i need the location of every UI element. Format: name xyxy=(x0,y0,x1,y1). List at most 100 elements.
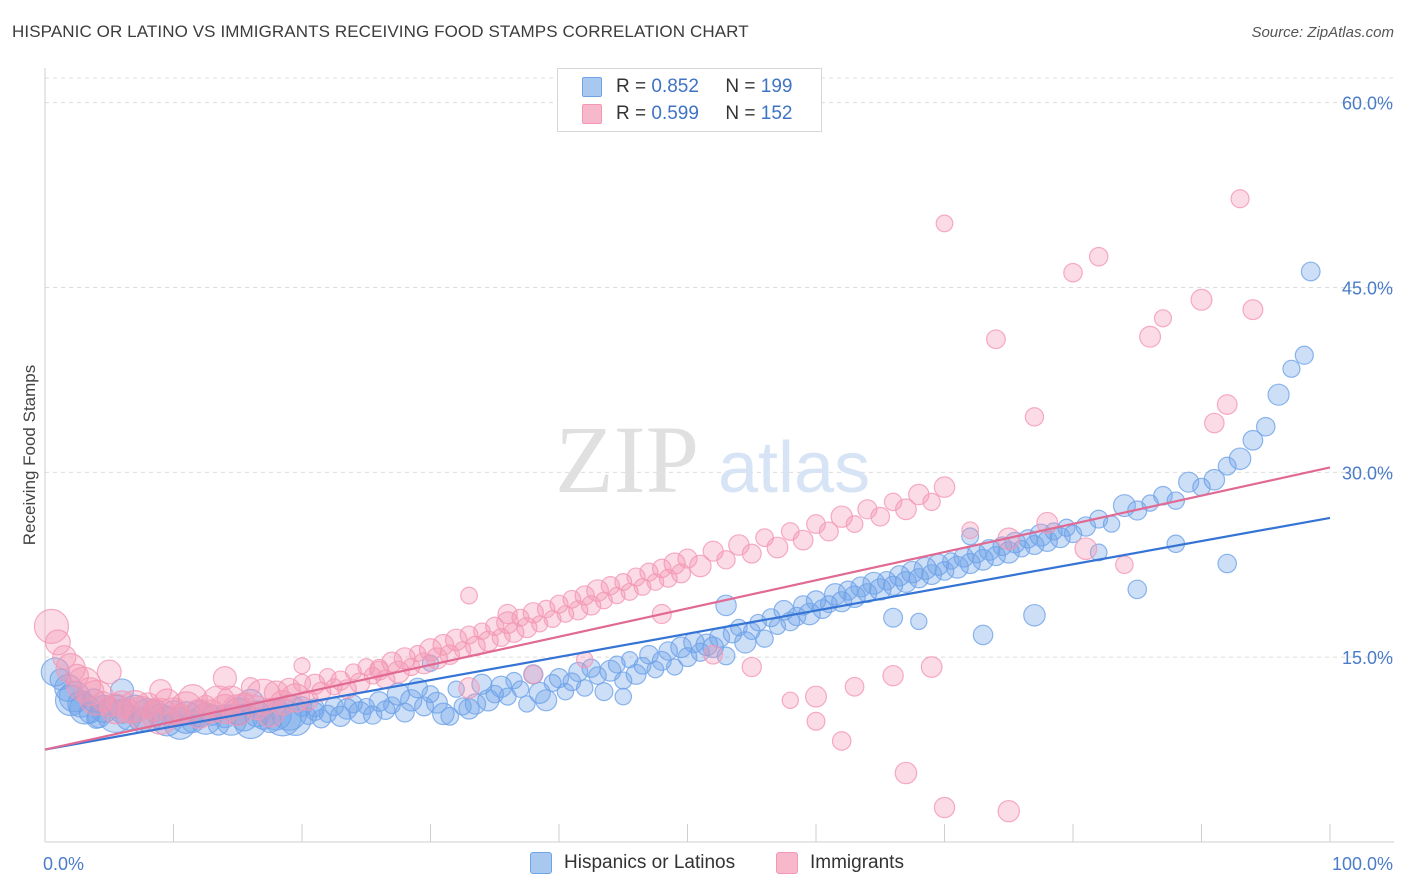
hispanic-point xyxy=(1242,429,1264,451)
immigrant-point xyxy=(318,667,337,686)
immigrant-point xyxy=(96,659,122,685)
hispanic-point xyxy=(985,546,1007,567)
bottom-legend-immigrants: Immigrants xyxy=(776,852,904,874)
immigrant-point xyxy=(522,602,545,624)
hispanic-point xyxy=(666,658,684,676)
immigrant-point xyxy=(986,329,1006,350)
y-tick-label: 45.0% xyxy=(1342,278,1393,298)
hispanic-point xyxy=(1300,261,1321,282)
immigrant-point xyxy=(933,476,956,498)
immigrant-point xyxy=(1242,299,1264,321)
immigrant-trend-line xyxy=(44,466,1331,751)
hispanic-point xyxy=(548,668,570,689)
axes xyxy=(44,68,1394,843)
hispanic-point xyxy=(432,702,455,726)
immigrant-point xyxy=(883,492,903,512)
hispanic-point xyxy=(1217,456,1237,476)
hispanic-point xyxy=(453,697,472,716)
y-tick-label: 15.0% xyxy=(1342,648,1393,668)
hispanic-point xyxy=(464,693,487,715)
source-label: Source: ZipAtlas.com xyxy=(1251,24,1394,41)
legend-r-value: 0.852 xyxy=(651,76,699,97)
immigrant-point xyxy=(65,666,102,702)
immigrant-point xyxy=(716,550,736,570)
immigrant-point xyxy=(1074,537,1098,561)
hispanic-point xyxy=(394,702,415,723)
immigrant-point xyxy=(639,562,659,582)
immigrant-point xyxy=(806,711,826,731)
hispanic-point xyxy=(959,552,981,575)
bottom-swatch-hispanic xyxy=(530,852,552,874)
hispanic-point xyxy=(588,666,607,685)
immigrant-point xyxy=(792,529,814,551)
hispanic-point xyxy=(414,696,435,717)
immigrant-point xyxy=(1230,189,1250,209)
hispanic-point xyxy=(913,556,937,581)
immigrant-point xyxy=(831,731,852,751)
immigrant-point xyxy=(477,630,499,652)
immigrant-point xyxy=(460,586,478,605)
immigrant-point xyxy=(523,664,543,685)
hispanic-point xyxy=(1217,553,1237,574)
watermark-atlas: atlas xyxy=(718,428,870,508)
immigrant-point xyxy=(586,579,609,603)
immigrant-point xyxy=(562,589,582,609)
immigrant-point xyxy=(882,664,904,687)
hispanic-point xyxy=(425,691,448,714)
immigrant-point xyxy=(44,629,71,656)
immigrant-point xyxy=(626,567,646,587)
immigrant-point xyxy=(240,677,261,697)
hispanic-point xyxy=(862,571,886,595)
hispanic-point xyxy=(1102,515,1121,533)
hispanic-trend-line xyxy=(44,516,1331,751)
hispanic-point xyxy=(594,682,614,702)
immigrant-point xyxy=(894,761,918,785)
legend-r-label: R = xyxy=(616,76,647,97)
x-tick-label: 0.0% xyxy=(43,854,84,874)
immigrant-point xyxy=(444,628,468,652)
hispanic-point xyxy=(658,641,679,661)
immigrant-point xyxy=(52,644,77,670)
immigrant-point xyxy=(781,691,800,709)
hispanic-point xyxy=(614,671,633,690)
hispanic-point xyxy=(972,624,994,646)
immigrant-point xyxy=(741,543,762,564)
immigrant-point xyxy=(933,796,956,819)
immigrant-point xyxy=(677,548,698,569)
immigrant-point xyxy=(845,515,864,533)
legend-row-hispanic: R = 0.852 N = 199 xyxy=(582,75,792,99)
hispanic-point xyxy=(607,655,626,674)
hispanic-point xyxy=(625,663,647,685)
hispanic-point xyxy=(1024,535,1045,556)
immigrant-point xyxy=(485,616,505,637)
immigrant-point xyxy=(1088,246,1109,267)
legend-n-value: 199 xyxy=(760,76,793,97)
y-axis-label: Receiving Food Stamps xyxy=(20,365,39,545)
hispanic-point xyxy=(857,583,878,604)
immigrant-point xyxy=(149,679,173,702)
immigrant-point xyxy=(651,558,672,579)
legend-r-label: R = xyxy=(616,103,647,124)
hispanic-point xyxy=(511,680,530,698)
hispanic-point xyxy=(1282,359,1301,378)
hispanic-points xyxy=(40,261,1321,740)
x-tick-label: 100.0% xyxy=(1332,854,1393,874)
immigrant-point xyxy=(741,656,762,678)
immigrant-point xyxy=(1115,555,1134,575)
hispanic-point xyxy=(535,689,558,712)
y-tick-label: 30.0% xyxy=(1342,463,1393,483)
hispanic-point xyxy=(556,682,575,701)
hispanic-point xyxy=(945,555,969,579)
hispanic-point xyxy=(400,689,423,712)
immigrant-point xyxy=(177,684,208,715)
correlation-legend: R = 0.852 N = 199 R = 0.599 N = 152 xyxy=(557,68,822,132)
hispanic-point xyxy=(734,631,757,654)
immigrant-point xyxy=(818,521,839,542)
immigrant-point xyxy=(703,644,724,665)
hispanic-point xyxy=(670,636,692,659)
hispanic-point xyxy=(614,687,633,706)
immigrant-point xyxy=(458,677,480,699)
hispanic-point xyxy=(1178,471,1200,493)
immigrant-point xyxy=(961,521,980,540)
hispanic-point xyxy=(901,560,924,584)
